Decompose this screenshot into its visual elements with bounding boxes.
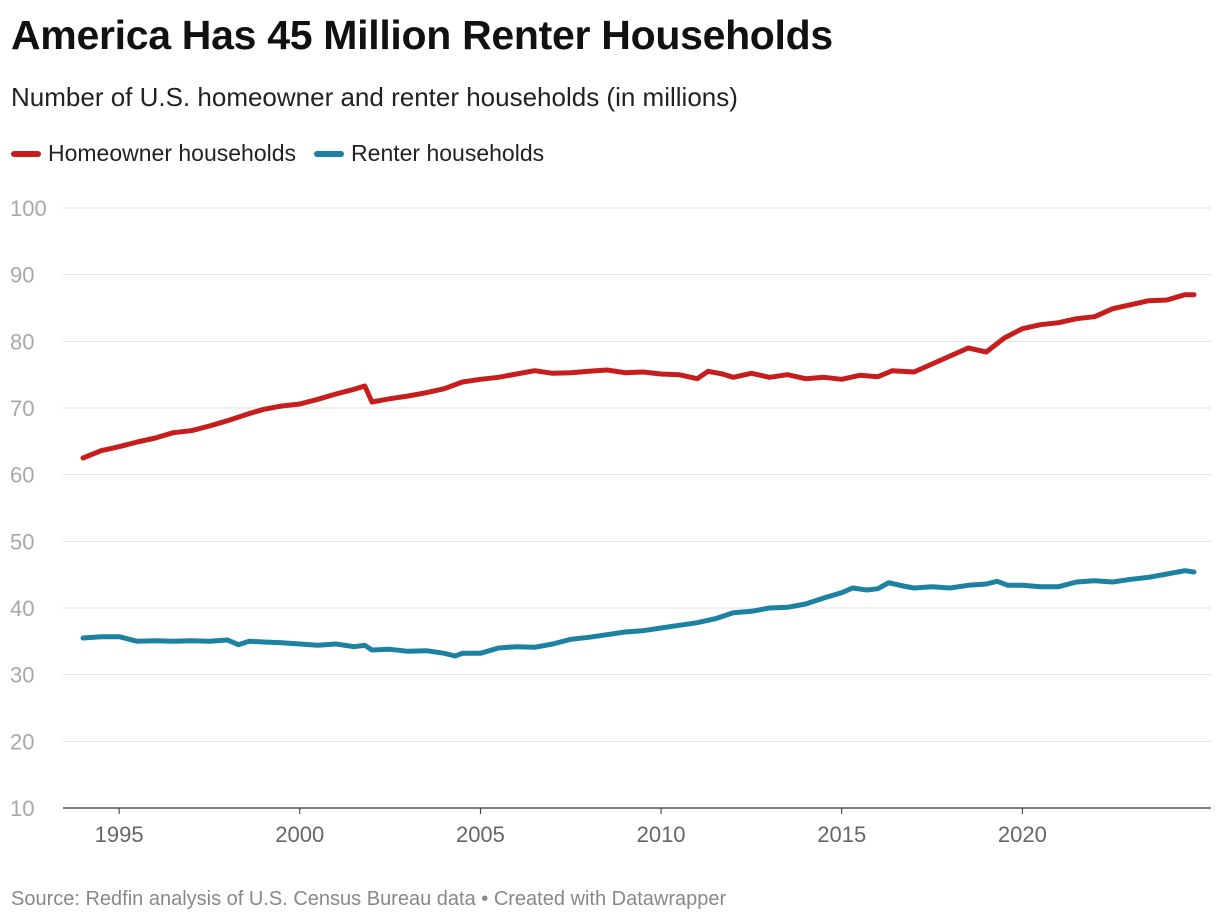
line-chart: 10 20 30 40 50 60 70 80 90 100 1995 2000 2005 2010 201… xyxy=(10,196,1211,847)
y-tick-label-20: 20 xyxy=(10,729,34,754)
y-tick-label-100: 100 xyxy=(10,196,47,221)
y-tick-label-70: 70 xyxy=(10,396,34,421)
legend-label-renter: Renter households xyxy=(351,140,545,166)
legend: Homeowner households Renter households xyxy=(11,140,562,167)
legend-label-homeowner: Homeowner households xyxy=(48,140,297,166)
y-tick-label-40: 40 xyxy=(10,596,34,621)
x-tick-label-2015: 2015 xyxy=(817,822,866,847)
x-tick-label-2010: 2010 xyxy=(637,822,686,847)
series-line-renter xyxy=(80,568,1197,659)
legend-item-renter[interactable]: Renter households xyxy=(314,140,544,167)
chart-subtitle: Number of U.S. homeowner and renter hous… xyxy=(11,82,738,112)
x-tick-label-2020: 2020 xyxy=(998,822,1047,847)
legend-swatch-renter xyxy=(314,150,345,157)
y-tick-label-60: 60 xyxy=(10,463,34,488)
series-line-homeowner xyxy=(80,292,1197,461)
legend-swatch-homeowner xyxy=(11,150,41,157)
chart-title: America Has 45 Million Renter Households xyxy=(11,12,833,58)
x-tick-label-2000: 2000 xyxy=(275,822,324,847)
y-tick-label-50: 50 xyxy=(10,529,34,554)
y-tick-label-80: 80 xyxy=(10,329,34,354)
x-tick-label-1995: 1995 xyxy=(95,822,144,847)
x-tick-label-2005: 2005 xyxy=(456,822,505,847)
y-tick-label-10: 10 xyxy=(10,796,34,821)
legend-item-homeowner[interactable]: Homeowner households xyxy=(11,140,296,167)
chart-source-note: Source: Redfin analysis of U.S. Census B… xyxy=(11,888,727,910)
y-tick-label-90: 90 xyxy=(10,263,34,288)
y-tick-label-30: 30 xyxy=(10,663,34,688)
